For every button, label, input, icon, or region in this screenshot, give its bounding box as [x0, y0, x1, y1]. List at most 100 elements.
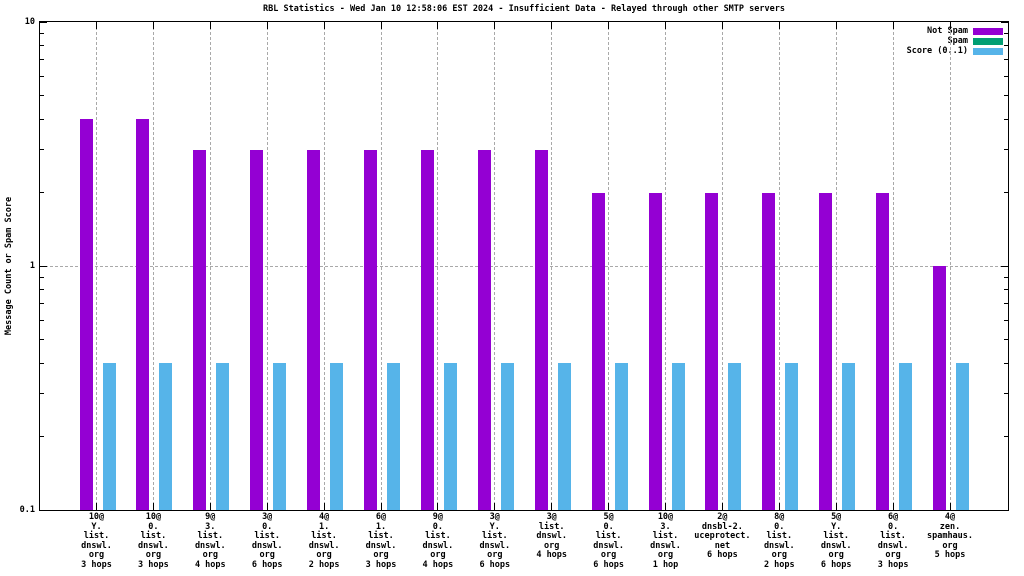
- bar-score-0-1: [785, 363, 799, 510]
- x-tick-bottom: [266, 503, 268, 510]
- chart-title: RBL Statistics - Wed Jan 10 12:58:06 EST…: [263, 4, 785, 14]
- bar-score-0-1: [330, 363, 344, 510]
- y-tick-label: 0.1: [19, 504, 35, 515]
- bar-not-spam: [136, 119, 150, 510]
- bar-score-0-1: [102, 363, 116, 510]
- y-minor-tick-left: [40, 319, 44, 321]
- legend-label: Score (0..1): [906, 46, 968, 56]
- x-tick-label: 4@ zen. spamhaus. org 5 hops: [926, 512, 974, 560]
- bar-score-0-1: [216, 363, 230, 510]
- x-tick-top: [494, 22, 496, 29]
- legend-swatch-not-spam: [973, 27, 1003, 35]
- x-tick-label: 9@ 3. list. dnswl. org 4 hops: [194, 512, 226, 570]
- y-major-tick-right: [1001, 21, 1008, 23]
- x-tick-label: 2@ dnsbl-2. uceprotect. net 6 hops: [694, 512, 751, 560]
- y-minor-tick-left: [40, 118, 44, 120]
- x-tick-label: 3@ 0. list. dnswl. org 6 hops: [251, 512, 283, 570]
- y-major-tick-left: [40, 509, 47, 511]
- legend-swatch-score-0-1: [973, 47, 1003, 55]
- y-minor-tick-right: [1004, 338, 1008, 340]
- x-tick-bottom: [551, 503, 553, 510]
- x-tick-top: [437, 22, 439, 29]
- bar-not-spam: [591, 192, 605, 510]
- bar-score-0-1: [159, 363, 173, 510]
- y-minor-tick-right: [1004, 319, 1008, 321]
- y-minor-tick-right: [1004, 118, 1008, 120]
- x-tick-label: 10@ 0. list. dnswl. org 3 hops: [138, 512, 169, 570]
- x-tick-label: 6@ 1. list. dnswl. org 3 hops: [365, 512, 397, 570]
- bar-not-spam: [79, 119, 93, 510]
- x-tick-bottom: [778, 503, 780, 510]
- y-minor-tick-right: [1004, 276, 1008, 278]
- legend-entry: Not Spam: [907, 26, 1003, 36]
- y-tick-label: 1: [29, 260, 35, 271]
- y-minor-tick-left: [40, 303, 44, 305]
- x-tick-top: [665, 22, 666, 29]
- y-major-tick-right: [1001, 265, 1008, 267]
- bar-not-spam: [819, 192, 833, 510]
- y-major-tick-right: [1001, 509, 1008, 511]
- y-minor-tick-right: [1004, 289, 1008, 291]
- y-minor-tick-right: [1004, 303, 1008, 305]
- y-minor-tick-right: [1004, 75, 1008, 77]
- bar-score-0-1: [273, 363, 287, 510]
- bar-score-0-1: [557, 363, 571, 510]
- bar-not-spam: [307, 149, 321, 510]
- y-tick-label: 10: [24, 16, 35, 27]
- bar-not-spam: [193, 149, 207, 510]
- y-minor-tick-right: [1004, 436, 1008, 438]
- x-tick-label: 10@ Y. list. dnswl. org 3 hops: [81, 512, 112, 570]
- bar-not-spam: [420, 149, 434, 510]
- x-tick-bottom: [380, 503, 382, 510]
- bar-not-spam: [250, 149, 264, 510]
- x-tick-top: [323, 22, 325, 29]
- x-tick-label: 6@ 0. list. dnswl. org 3 hops: [877, 512, 909, 570]
- bar-not-spam: [364, 149, 377, 510]
- legend-entry: Score (0..1): [907, 46, 1003, 56]
- x-tick-top: [892, 22, 894, 29]
- legend-swatch-spam: [973, 37, 1003, 45]
- y-minor-tick-left: [40, 149, 44, 151]
- y-minor-tick-right: [1004, 362, 1008, 364]
- y-minor-tick-left: [40, 94, 44, 96]
- bar-not-spam: [534, 149, 548, 510]
- x-tick-label: 9@ 0. list. dnswl. org 4 hops: [422, 512, 454, 570]
- x-tick-bottom: [209, 503, 211, 510]
- bar-score-0-1: [614, 363, 628, 510]
- y-major-tick-left: [40, 265, 47, 267]
- legend-label: Spam: [947, 36, 968, 46]
- x-tick-label: 3@ Y. list. dnswl. org 6 hops: [479, 512, 511, 570]
- x-tick-top: [209, 22, 211, 29]
- bar-not-spam: [648, 192, 662, 510]
- bar-score-0-1: [899, 363, 913, 510]
- bar-not-spam: [705, 192, 719, 510]
- bar-not-spam: [477, 149, 491, 510]
- x-tick-bottom: [665, 503, 666, 510]
- bar-score-0-1: [500, 363, 514, 510]
- x-tick-top: [551, 22, 553, 29]
- y-minor-tick-left: [40, 436, 44, 438]
- x-tick-label: 8@ 0. list. dnswl. org 2 hops: [763, 512, 795, 570]
- x-tick-bottom: [323, 503, 325, 510]
- bar-score-0-1: [842, 363, 856, 510]
- bar-score-0-1: [956, 363, 969, 510]
- x-tick-bottom: [437, 503, 439, 510]
- bar-not-spam: [933, 266, 946, 510]
- x-tick-bottom: [949, 503, 951, 510]
- y-minor-tick-left: [40, 276, 44, 278]
- x-tick-bottom: [892, 503, 894, 510]
- y-minor-tick-left: [40, 338, 44, 340]
- y-minor-tick-right: [1004, 393, 1008, 395]
- x-tick-label: 4@ 1. list. dnswl. org 2 hops: [308, 512, 340, 570]
- x-tick-bottom: [608, 503, 610, 510]
- y-minor-tick-right: [1004, 192, 1008, 194]
- x-tick-label: 10@ 3. list. dnswl. org 1 hop: [650, 512, 681, 570]
- x-tick-top: [96, 22, 97, 29]
- x-tick-bottom: [494, 503, 496, 510]
- x-tick-top: [152, 22, 154, 29]
- y-minor-tick-right: [1004, 32, 1008, 34]
- y-minor-tick-right: [1004, 94, 1008, 96]
- x-tick-bottom: [152, 503, 154, 510]
- x-tick-top: [608, 22, 610, 29]
